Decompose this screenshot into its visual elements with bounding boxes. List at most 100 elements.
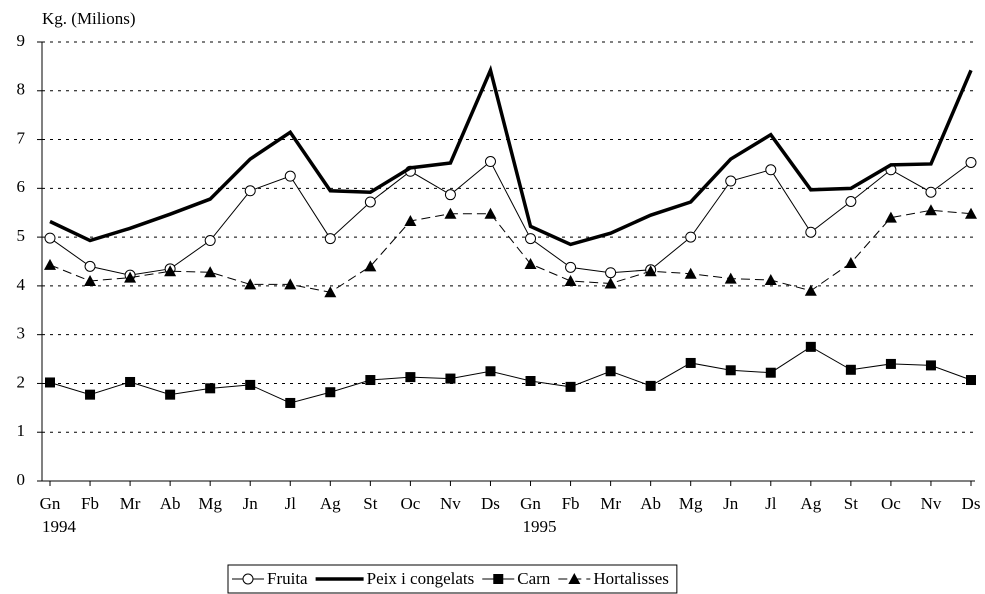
x-tick-label: Nv: [440, 494, 461, 513]
legend-label: Hortalisses: [593, 569, 669, 588]
point: [644, 265, 657, 277]
point: [605, 267, 617, 279]
x-tick-label: Mg: [198, 494, 222, 513]
point: [164, 265, 177, 277]
x-tick-label: Gn: [40, 494, 61, 513]
x-tick-label: Jn: [723, 494, 739, 513]
point: [165, 389, 176, 400]
point: [244, 278, 257, 290]
year-label: 1995: [523, 517, 557, 536]
point: [244, 185, 256, 197]
series-line: [49, 346, 972, 404]
x-tick-label: Jl: [285, 494, 297, 513]
point: [444, 207, 457, 219]
point: [524, 257, 537, 269]
point: [204, 266, 217, 278]
legend-label: Fruita: [267, 569, 308, 588]
point: [965, 207, 977, 219]
point: [444, 189, 456, 201]
point: [365, 375, 376, 386]
point: [924, 204, 937, 216]
point: [404, 215, 417, 227]
point: [245, 379, 256, 390]
point: [685, 231, 697, 243]
y-tick-label: 4: [17, 275, 26, 294]
y-tick-label: 2: [17, 372, 26, 391]
series-line: [49, 160, 972, 276]
series-line: [49, 209, 972, 293]
x-tick-label: Gn: [520, 494, 541, 513]
y-tick-label: 6: [17, 177, 26, 196]
point: [765, 367, 776, 378]
x-tick-label: St: [844, 494, 858, 513]
x-tick-label: Oc: [881, 494, 901, 513]
point: [484, 156, 496, 168]
legend-label: Peix i congelats: [367, 569, 475, 588]
x-tick-label: Ag: [320, 494, 341, 513]
point: [685, 357, 696, 368]
point: [324, 233, 336, 245]
y-axis-label: Kg. (Milions): [42, 9, 136, 28]
point: [805, 341, 816, 352]
point: [724, 272, 737, 284]
point: [204, 235, 216, 247]
point: [44, 232, 56, 244]
point: [605, 366, 616, 377]
point: [885, 358, 896, 369]
point: [242, 573, 254, 585]
x-tick-label: Ds: [481, 494, 500, 513]
year-label: 1994: [42, 517, 77, 536]
x-tick-label: Oc: [400, 494, 420, 513]
point: [364, 196, 376, 208]
x-tick-label: Ds: [962, 494, 981, 513]
x-tick-label: Mg: [679, 494, 703, 513]
x-tick-label: Ag: [800, 494, 821, 513]
point: [565, 381, 576, 392]
point: [645, 380, 656, 391]
point: [205, 383, 216, 394]
legend: Fruita Peix i congelats Carn Hortalisses: [227, 564, 678, 594]
point: [325, 387, 336, 398]
point: [85, 389, 96, 400]
point: [45, 377, 55, 388]
y-tick-label: 3: [17, 324, 26, 343]
point: [845, 196, 857, 208]
point: [725, 365, 736, 376]
point: [966, 375, 976, 386]
y-tick-label: 5: [17, 226, 26, 245]
point: [604, 277, 617, 289]
x-tick-label: Ab: [640, 494, 661, 513]
point: [485, 366, 496, 377]
x-tick-label: Jn: [243, 494, 259, 513]
x-tick-label: Ab: [160, 494, 181, 513]
x-tick-label: Mr: [120, 494, 141, 513]
point: [764, 274, 777, 286]
point: [804, 284, 817, 296]
point: [684, 267, 697, 279]
point: [284, 278, 297, 290]
y-tick-label: 8: [17, 80, 26, 99]
x-tick-label: St: [363, 494, 377, 513]
point: [925, 186, 937, 198]
point: [568, 573, 581, 584]
series-line: [49, 64, 973, 247]
x-tick-label: Fb: [81, 494, 99, 513]
y-tick-label: 0: [17, 470, 26, 489]
point: [564, 275, 577, 287]
point: [725, 175, 737, 187]
point: [484, 207, 497, 219]
point: [285, 397, 296, 408]
point: [884, 211, 897, 223]
point: [765, 164, 777, 176]
y-tick-label: 7: [17, 128, 26, 147]
point: [324, 286, 337, 298]
point: [445, 373, 456, 384]
point: [405, 372, 416, 383]
point: [525, 233, 537, 245]
point: [284, 170, 296, 182]
point: [925, 360, 936, 371]
point: [493, 574, 504, 584]
point: [525, 376, 536, 387]
x-tick-label: Mr: [600, 494, 621, 513]
